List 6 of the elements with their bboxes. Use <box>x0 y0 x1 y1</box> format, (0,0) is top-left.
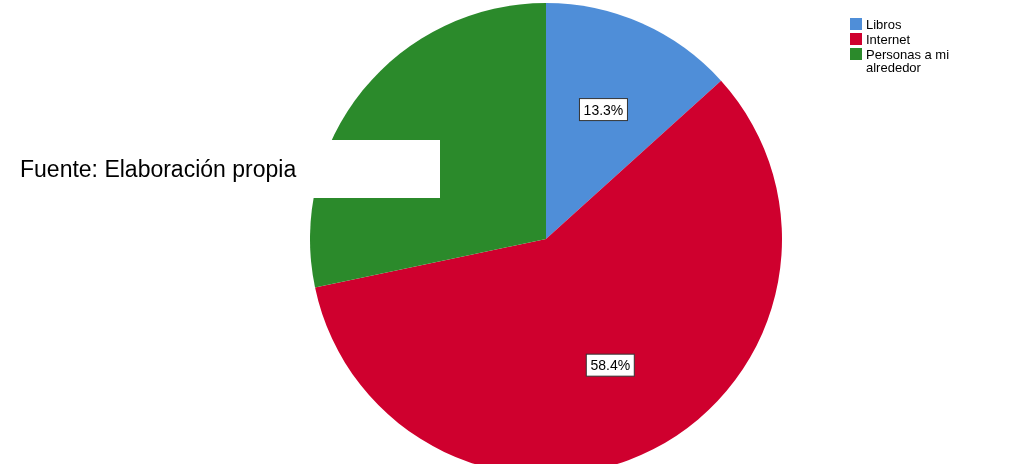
legend-label: Internet <box>866 32 912 47</box>
data-label: 13.3% <box>583 101 624 118</box>
source-note: Fuente: Elaboración propia <box>0 140 440 198</box>
data-label: 58.4% <box>590 357 631 374</box>
legend-label: Personas a mi alrededor <box>866 47 951 75</box>
legend-label: Libros <box>866 17 903 32</box>
